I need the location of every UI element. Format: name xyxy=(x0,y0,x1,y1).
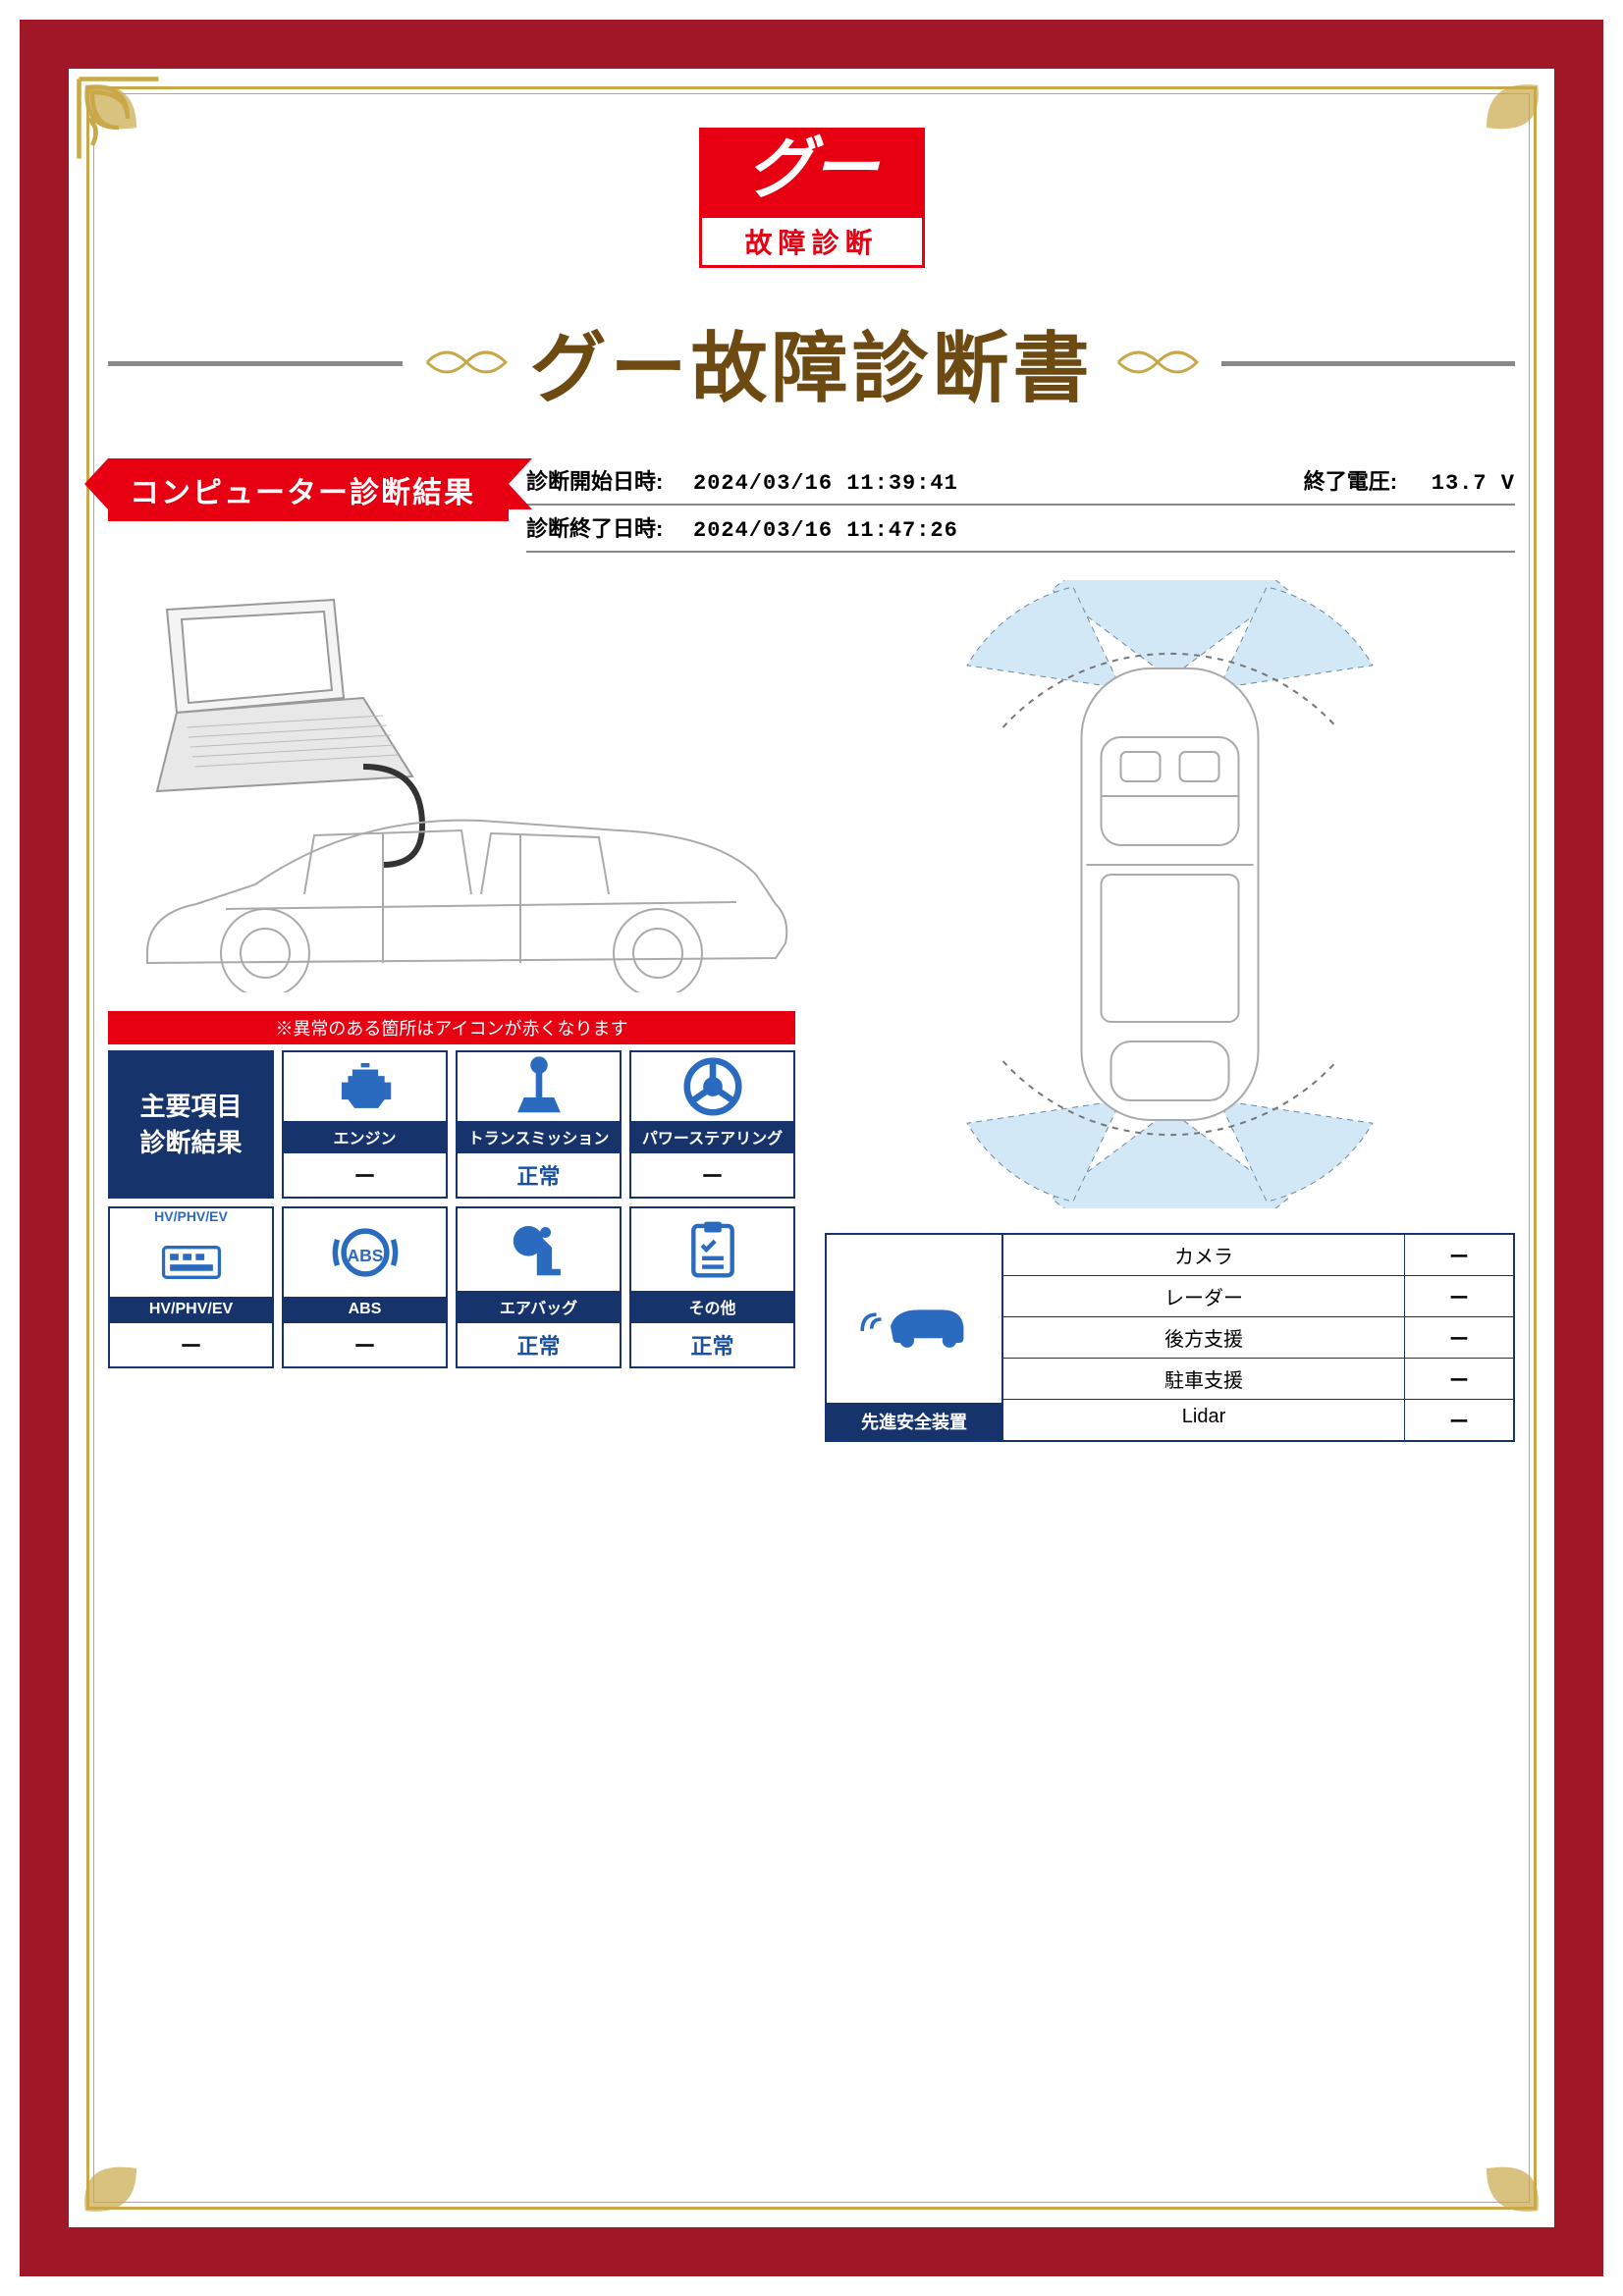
tile-header-line1: 主要項目 xyxy=(139,1089,242,1124)
car-sensor-icon xyxy=(827,1235,1001,1403)
car-top-sensor-icon xyxy=(825,580,1515,1208)
safety-caption: 先進安全装置 xyxy=(827,1403,1001,1440)
tile-abs-status: ー xyxy=(284,1322,446,1366)
safety-equipment-table: 先進安全装置 カメラ ー レーダー ー xyxy=(825,1233,1515,1442)
safety-value: ー xyxy=(1405,1276,1513,1316)
section-header: コンピューター診断結果 診断開始日時: 2024/03/16 11:39:41 … xyxy=(108,458,1515,553)
tile-engine-status: ー xyxy=(284,1152,446,1197)
outer-frame: グー 故障診断 グー故障診断書 コンピューター診断結果 xyxy=(20,20,1603,2276)
tile-hvphvev-status: ー xyxy=(110,1322,272,1366)
document-title: グー故障診断書 xyxy=(530,307,1094,417)
meta-row-end: 診断終了日時: 2024/03/16 11:47:26 xyxy=(526,506,1515,553)
meta-volt-label: 終了電圧: xyxy=(1304,464,1432,496)
tile-abs-label: ABS xyxy=(284,1297,446,1322)
safety-value: ー xyxy=(1405,1359,1513,1399)
steering-wheel-icon xyxy=(631,1052,793,1121)
title-rule-right xyxy=(1221,361,1516,366)
safety-row: カメラ ー xyxy=(1003,1235,1513,1276)
safety-row: 駐車支援 ー xyxy=(1003,1359,1513,1400)
tile-transmission-status: 正常 xyxy=(458,1152,620,1197)
tile-header-line2: 診断結果 xyxy=(139,1125,242,1160)
tile-power-steering-label: パワーステアリング xyxy=(631,1121,793,1152)
title-rule-left xyxy=(108,361,403,366)
flourish-icon xyxy=(1113,343,1202,382)
safety-name: Lidar xyxy=(1003,1400,1405,1440)
meta-end-label: 診断終了日時: xyxy=(526,511,693,543)
safety-name: 後方支援 xyxy=(1003,1317,1405,1358)
tile-other: その他 正常 xyxy=(629,1206,795,1368)
airbag-icon xyxy=(458,1208,620,1291)
diagram-right-column: 先進安全装置 カメラ ー レーダー ー xyxy=(825,580,1515,1442)
tile-abs: ABS ABS ー xyxy=(282,1206,448,1368)
diagnostic-tile-grid: 主要項目 診断結果 エンジン ー xyxy=(108,1050,795,1368)
content-area: グー 故障診断 グー故障診断書 コンピューター診断結果 xyxy=(108,128,1515,2188)
engine-icon xyxy=(284,1052,446,1121)
meta-start-label: 診断開始日時: xyxy=(526,464,693,496)
hybrid-ev-icon: HV/PHV/EV xyxy=(110,1208,272,1297)
clipboard-icon xyxy=(631,1208,793,1291)
section-banner: コンピューター診断結果 xyxy=(108,458,509,521)
tile-other-status: 正常 xyxy=(631,1322,793,1366)
safety-row: Lidar ー xyxy=(1003,1400,1513,1440)
safety-value: ー xyxy=(1405,1400,1513,1440)
safety-row: レーダー ー xyxy=(1003,1276,1513,1317)
tile-airbag-label: エアバッグ xyxy=(458,1291,620,1322)
diagram-row: ※異常のある箇所はアイコンが赤くなります 主要項目 診断結果 xyxy=(108,580,1515,1442)
tile-power-steering: パワーステアリング ー xyxy=(629,1050,795,1199)
tile-header: 主要項目 診断結果 xyxy=(108,1050,274,1199)
tile-airbag: エアバッグ 正常 xyxy=(456,1206,622,1368)
inner-page: グー 故障診断 グー故障診断書 コンピューター診断結果 xyxy=(69,69,1554,2227)
meta-end-value: 2024/03/16 11:47:26 xyxy=(693,518,958,543)
safety-rows: カメラ ー レーダー ー 後方支援 ー xyxy=(1003,1235,1513,1440)
safety-name: レーダー xyxy=(1003,1276,1405,1316)
meta-volt-value: 13.7 V xyxy=(1432,471,1515,496)
safety-name: 駐車支援 xyxy=(1003,1359,1405,1399)
transmission-icon xyxy=(458,1052,620,1121)
tile-hvphvev-label: HV/PHV/EV xyxy=(110,1297,272,1322)
diagram-left-column: ※異常のある箇所はアイコンが赤くなります 主要項目 診断結果 xyxy=(108,580,795,1368)
safety-name: カメラ xyxy=(1003,1235,1405,1275)
tile-engine-label: エンジン xyxy=(284,1121,446,1152)
tile-power-steering-status: ー xyxy=(631,1152,793,1197)
tile-engine: エンジン ー xyxy=(282,1050,448,1199)
meta-row-start: 診断開始日時: 2024/03/16 11:39:41 終了電圧: 13.7 V xyxy=(526,458,1515,506)
tile-other-label: その他 xyxy=(631,1291,793,1322)
safety-row: 後方支援 ー xyxy=(1003,1317,1513,1359)
meta-block: 診断開始日時: 2024/03/16 11:39:41 終了電圧: 13.7 V… xyxy=(526,458,1515,553)
svg-text:ABS: ABS xyxy=(347,1246,383,1265)
hvphvev-top-text: HV/PHV/EV xyxy=(154,1208,228,1224)
logo-sub-text: 故障診断 xyxy=(699,218,925,268)
tile-transmission: トランスミッション 正常 xyxy=(456,1050,622,1199)
flourish-icon xyxy=(422,343,511,382)
tile-airbag-status: 正常 xyxy=(458,1322,620,1366)
document-title-row: グー故障診断書 xyxy=(108,307,1515,417)
meta-start-value: 2024/03/16 11:39:41 xyxy=(693,471,958,496)
tile-transmission-label: トランスミッション xyxy=(458,1121,620,1152)
safety-value: ー xyxy=(1405,1235,1513,1275)
notice-bar: ※異常のある箇所はアイコンが赤くなります xyxy=(108,1011,795,1044)
brand-logo: グー 故障診断 xyxy=(699,128,925,268)
safety-value: ー xyxy=(1405,1317,1513,1358)
abs-icon: ABS xyxy=(284,1208,446,1297)
laptop-car-side-icon xyxy=(108,580,795,992)
logo-main-text: グー xyxy=(699,128,925,218)
tile-hvphvev: HV/PHV/EV HV/PHV/EV ー xyxy=(108,1206,274,1368)
safety-header-cell: 先進安全装置 xyxy=(827,1235,1003,1440)
